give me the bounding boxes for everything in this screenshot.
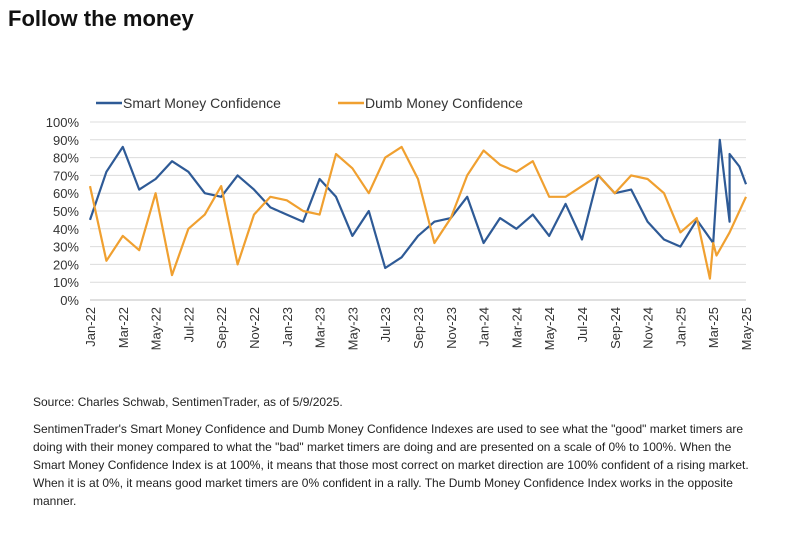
- x-tick-label: May-25: [739, 307, 754, 350]
- y-tick-label: 60%: [53, 186, 79, 201]
- chart-description: SentimenTrader's Smart Money Confidence …: [33, 422, 749, 508]
- x-tick-label: Nov-23: [444, 307, 459, 349]
- x-tick-label: Nov-22: [247, 307, 262, 349]
- page-title: Follow the money: [8, 6, 194, 31]
- legend-label-smart-money: Smart Money Confidence: [123, 95, 281, 111]
- legend-label-dumb-money: Dumb Money Confidence: [365, 95, 523, 111]
- smart-money-line: [88, 138, 748, 270]
- x-tick-label: Mar-23: [313, 307, 328, 348]
- x-tick-label: Nov-24: [641, 307, 656, 349]
- x-tick-label: Mar-24: [509, 307, 524, 348]
- y-tick-label: 10%: [53, 275, 79, 290]
- x-tick-label: May-22: [149, 307, 164, 350]
- x-axis: Jan-22 Mar-22 May-22 Jul-22 Sep-22 Nov-22 Jan-…: [83, 307, 754, 350]
- x-tick-label: Jan-25: [673, 307, 688, 347]
- chart-legend: Smart Money Confidence Dumb Money Confide…: [96, 95, 523, 111]
- x-tick-label: Jan-22: [83, 307, 98, 347]
- x-tick-label: Jul-23: [378, 307, 393, 342]
- x-tick-label: Jul-24: [575, 307, 590, 342]
- y-tick-label: 90%: [53, 133, 79, 148]
- y-tick-label: 0%: [60, 293, 79, 308]
- x-tick-label: Jul-22: [181, 307, 196, 342]
- x-tick-label: Jan-23: [280, 307, 295, 347]
- y-tick-label: 70%: [53, 168, 79, 183]
- y-tick-label: 30%: [53, 240, 79, 255]
- x-tick-label: May-24: [542, 307, 557, 350]
- source-note: Source: Charles Schwab, SentimenTrader, …: [33, 395, 343, 409]
- y-tick-label: 40%: [53, 222, 79, 237]
- y-tick-label: 100%: [46, 115, 80, 130]
- dumb-money-line: [88, 145, 747, 280]
- line-chart: Smart Money Confidence Dumb Money Confide…: [46, 95, 754, 350]
- x-tick-label: Sep-24: [608, 307, 623, 349]
- chart-series: [88, 138, 748, 280]
- x-tick-label: May-23: [345, 307, 360, 350]
- y-tick-label: 80%: [53, 151, 79, 166]
- x-tick-label: Mar-25: [706, 307, 721, 348]
- y-axis: 0% 10% 20% 30% 40% 50% 60% 70% 80% 90% 100%: [46, 115, 80, 308]
- y-tick-label: 20%: [53, 257, 79, 272]
- x-tick-label: Mar-22: [116, 307, 131, 348]
- y-tick-label: 50%: [53, 204, 79, 219]
- x-tick-label: Sep-22: [214, 307, 229, 349]
- x-tick-label: Jan-24: [477, 307, 492, 347]
- x-tick-label: Sep-23: [411, 307, 426, 349]
- chart-gridlines: [90, 121, 746, 301]
